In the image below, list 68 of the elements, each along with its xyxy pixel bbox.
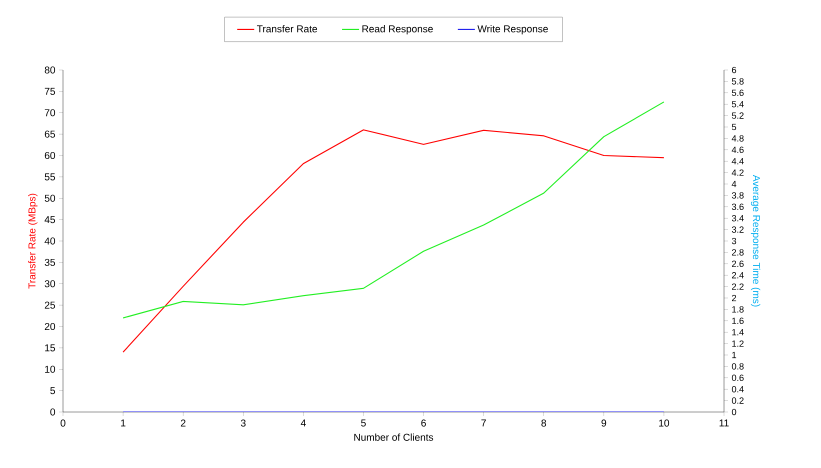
y-tick-label: 55 bbox=[44, 173, 56, 180]
y2-axis-title: Average Response Time (ms) bbox=[750, 174, 760, 306]
y2-tick-label: 0 bbox=[732, 408, 736, 416]
y2-tick-label: 5.6 bbox=[732, 90, 744, 96]
y-tick-label: 80 bbox=[44, 66, 56, 74]
y2-tick-label: 4.6 bbox=[732, 146, 744, 153]
y2-tick-label: 3.8 bbox=[732, 192, 744, 199]
y2-tick-label: 1.6 bbox=[732, 318, 744, 324]
y2-tick-label: 5.4 bbox=[732, 101, 744, 108]
y2-tick-label: 4.2 bbox=[732, 169, 744, 176]
x-tick-label: 6 bbox=[421, 420, 426, 427]
line-series bbox=[122, 101, 664, 318]
x-tick-label: 7 bbox=[481, 420, 486, 426]
y2-tick-label: 4 bbox=[732, 180, 736, 188]
y-tick-label: 45 bbox=[44, 216, 56, 224]
y2-tick-label: 0.2 bbox=[732, 397, 744, 404]
y-tick-label: 20 bbox=[44, 322, 56, 330]
legend-label: Write Response bbox=[477, 25, 548, 34]
y2-tick-label: 3.4 bbox=[732, 215, 744, 222]
y2-tick-label: 5.2 bbox=[732, 112, 744, 119]
y2-tick-label: 6 bbox=[732, 66, 736, 74]
y-tick-label: 75 bbox=[44, 88, 56, 95]
y2-tick-label: 2 bbox=[732, 294, 736, 302]
y-tick-label: 40 bbox=[44, 237, 56, 245]
y2-tick-label: 2.6 bbox=[732, 260, 744, 267]
y2-tick-label: 4.4 bbox=[732, 158, 744, 164]
y2-tick-label: 2.4 bbox=[732, 272, 744, 278]
y-tick-label: 0 bbox=[50, 408, 56, 416]
y-tick-label: 5 bbox=[50, 387, 56, 394]
x-tick-label: 5 bbox=[361, 420, 366, 427]
y2-tick-label: 5 bbox=[732, 124, 736, 130]
y2-tick-label: 0.6 bbox=[732, 374, 744, 381]
y2-tick-label: 3.2 bbox=[732, 226, 744, 233]
x-tick-label: 0 bbox=[60, 420, 66, 427]
legend-label: Read Response bbox=[362, 25, 433, 34]
y-tick-label: 15 bbox=[45, 344, 56, 352]
x-tick-label: 10 bbox=[659, 420, 670, 427]
y-tick-label: 30 bbox=[44, 280, 56, 288]
y2-tick-label: 5.8 bbox=[732, 78, 744, 85]
y-tick-label: 50 bbox=[44, 194, 56, 202]
y2-tick-label: 0.4 bbox=[732, 386, 744, 392]
y-axis-title: Transfer Rate (MBps) bbox=[28, 194, 38, 289]
x-tick-label: 8 bbox=[541, 420, 546, 427]
x-tick-label: 4 bbox=[300, 420, 306, 426]
y2-tick-label: 0.8 bbox=[732, 363, 744, 370]
x-axis-title: Number of Clients bbox=[354, 433, 434, 441]
y2-tick-label: 1.8 bbox=[732, 306, 744, 313]
x-tick-label: 1 bbox=[121, 420, 126, 426]
line-series bbox=[122, 129, 664, 353]
y2-tick-label: 1 bbox=[732, 352, 736, 358]
y-tick-label: 70 bbox=[44, 109, 56, 116]
y2-tick-label: 3.6 bbox=[732, 204, 744, 210]
y2-tick-label: 2.2 bbox=[732, 283, 744, 290]
y2-tick-label: 4.8 bbox=[732, 135, 744, 142]
y-tick-label: 35 bbox=[44, 258, 56, 266]
x-tick-label: 11 bbox=[720, 420, 729, 426]
y2-tick-label: 3 bbox=[732, 238, 736, 244]
y-tick-label: 25 bbox=[44, 302, 56, 309]
y-tick-label: 60 bbox=[44, 152, 56, 160]
x-tick-label: 2 bbox=[180, 420, 186, 427]
x-tick-label: 3 bbox=[240, 420, 246, 427]
x-tick-label: 9 bbox=[602, 420, 606, 427]
y-tick-label: 65 bbox=[44, 130, 56, 138]
y-tick-label: 10 bbox=[45, 366, 56, 373]
y2-tick-label: 2.8 bbox=[732, 249, 744, 256]
y2-tick-label: 1.4 bbox=[732, 329, 744, 336]
y2-tick-label: 1.2 bbox=[732, 340, 744, 347]
legend-label: Transfer Rate bbox=[256, 25, 318, 32]
